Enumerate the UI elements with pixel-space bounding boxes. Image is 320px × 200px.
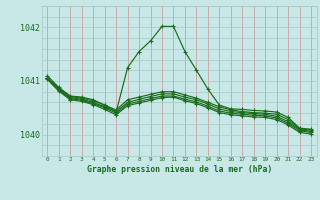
X-axis label: Graphe pression niveau de la mer (hPa): Graphe pression niveau de la mer (hPa) [87,165,272,174]
